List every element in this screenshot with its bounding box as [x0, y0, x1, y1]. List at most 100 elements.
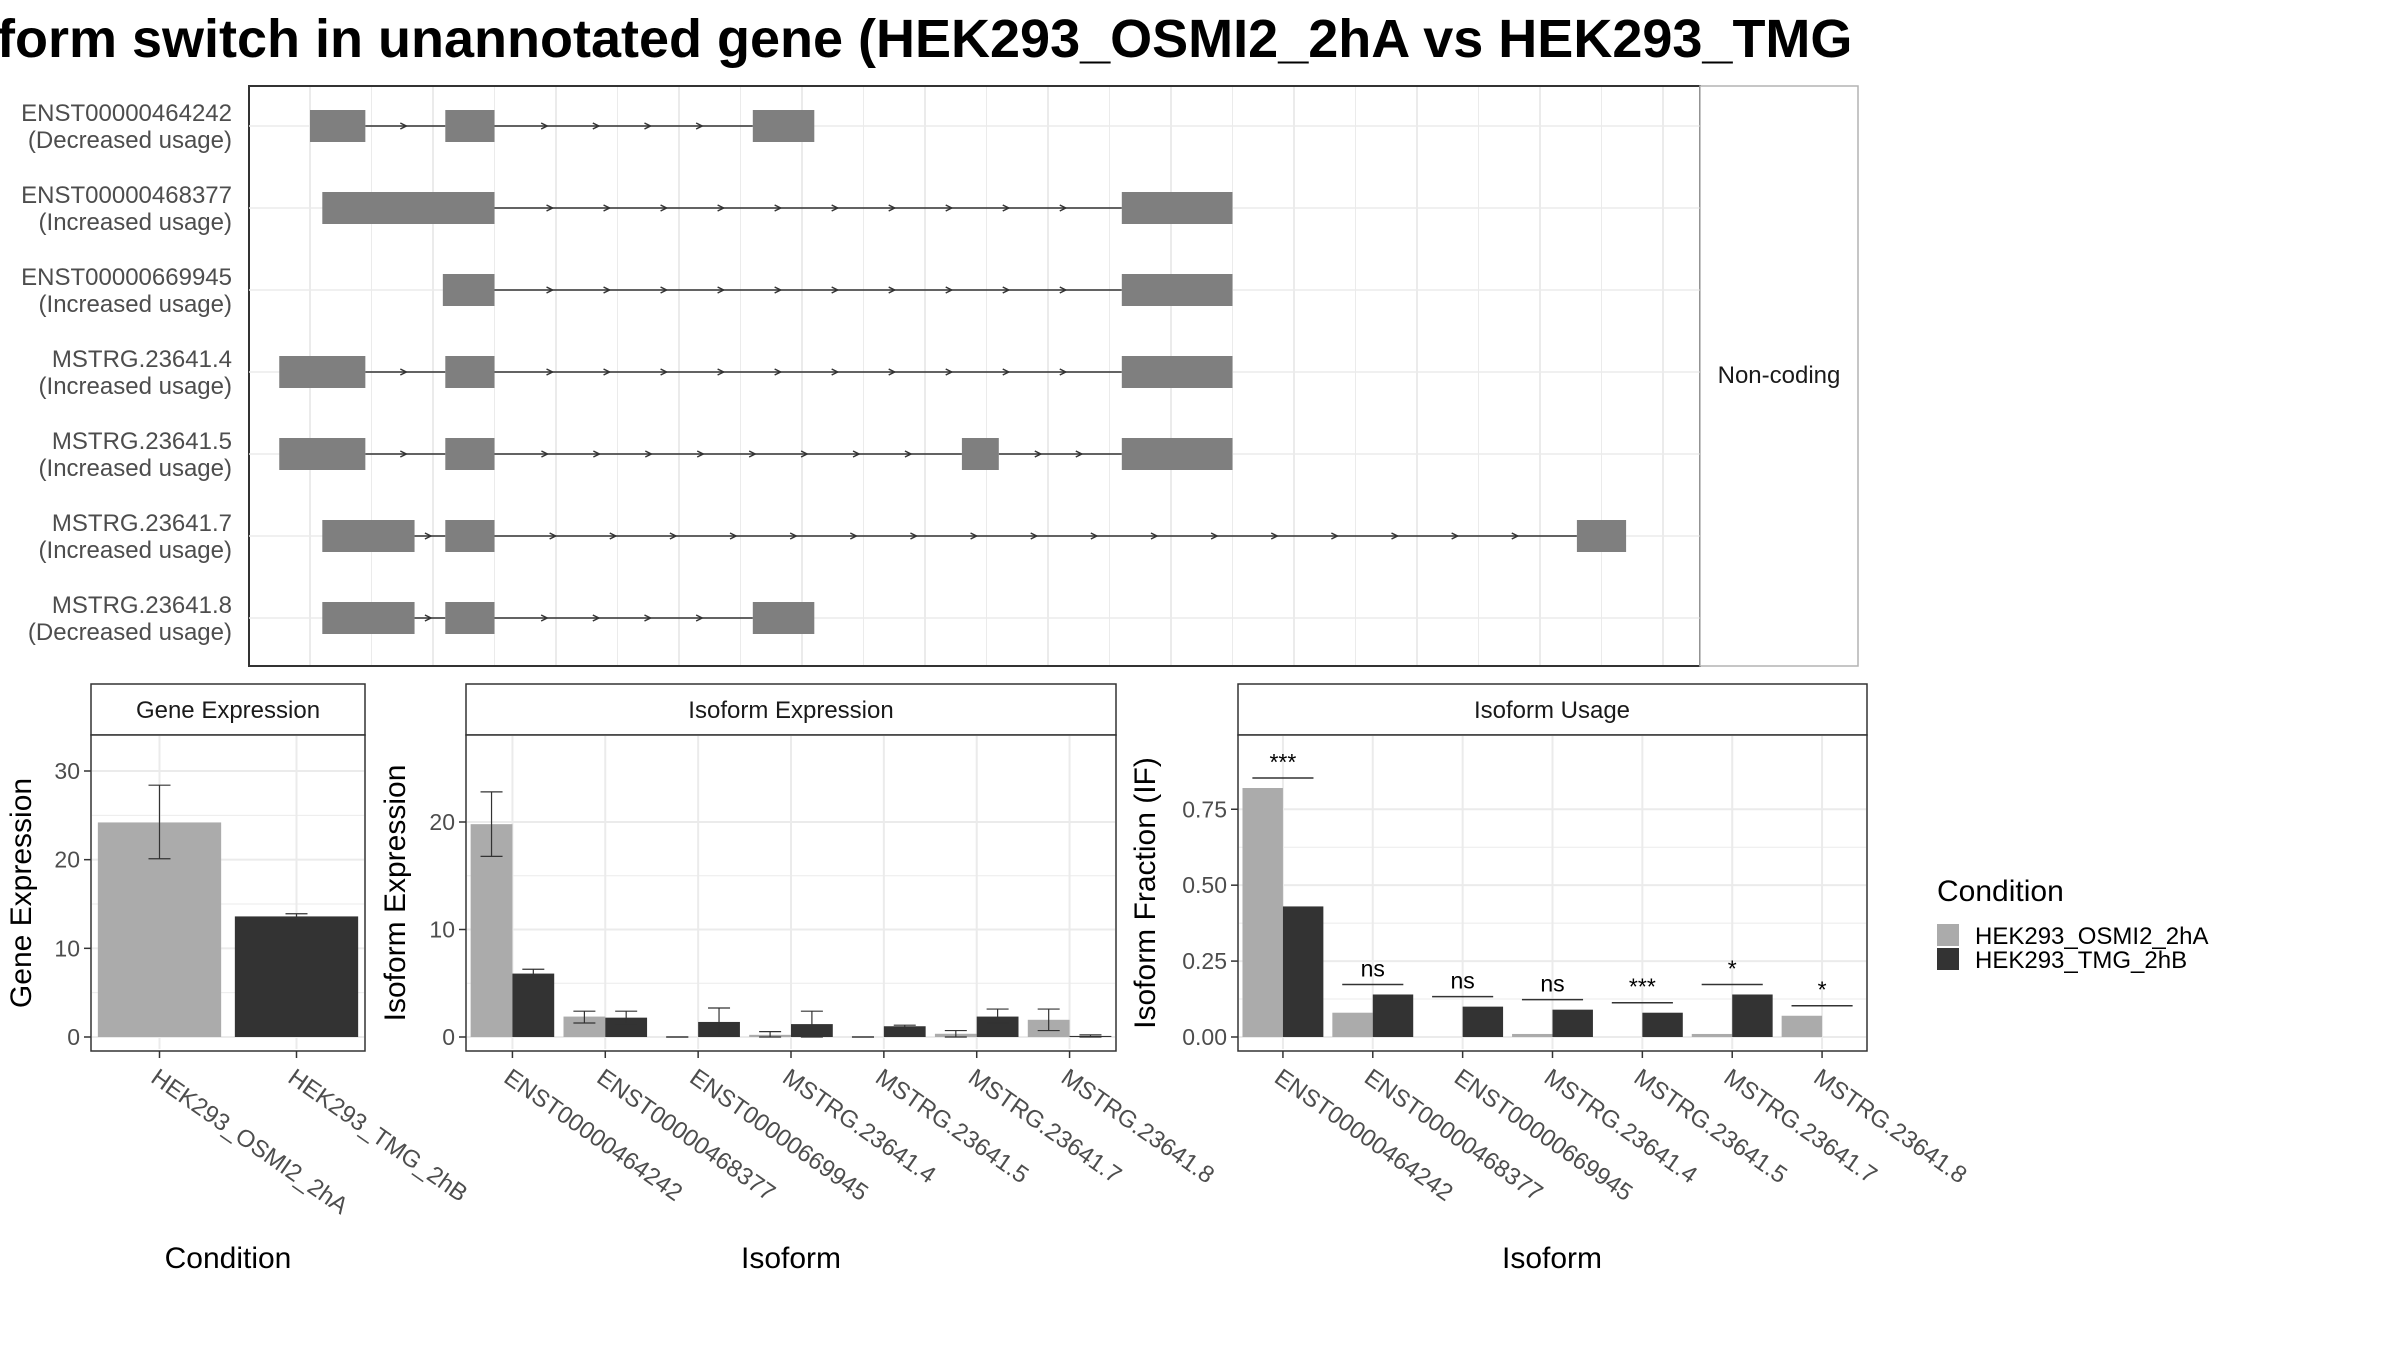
intron-arrow	[1075, 450, 1084, 458]
intron-arrow	[1270, 532, 1279, 540]
bar	[883, 1026, 926, 1037]
exon-block	[322, 192, 495, 224]
isoform-row-usage: (Decreased usage)	[28, 127, 232, 154]
intron-arrow	[1059, 204, 1068, 212]
intron-arrow	[399, 450, 409, 458]
gene-expression-strip-label: Gene Expression	[136, 697, 320, 724]
intron-arrow	[800, 450, 809, 458]
exon-block	[279, 356, 366, 388]
intron-arrow	[945, 286, 954, 294]
intron-arrow	[660, 368, 669, 376]
x-tick-label: MSTRG.23641.8	[1056, 1064, 1219, 1189]
y-tick-label: 30	[54, 758, 80, 784]
isoform-row-usage: (Increased usage)	[39, 537, 232, 564]
exon-block	[279, 438, 366, 470]
significance-label: ns	[1450, 968, 1474, 994]
intron-arrow	[1002, 368, 1011, 376]
intron-arrow	[774, 286, 783, 294]
isoform-row-name: MSTRG.23641.7	[52, 510, 232, 537]
significance-label: ***	[1269, 749, 1296, 775]
intron-arrow	[831, 204, 840, 212]
y-tick-label: 0	[67, 1024, 80, 1050]
bar	[1691, 1033, 1733, 1037]
isoform-row-usage: (Decreased usage)	[28, 619, 232, 646]
intron-arrow	[592, 614, 601, 622]
intron-arrow	[1451, 532, 1460, 540]
bar	[1642, 1012, 1683, 1037]
exon-block	[445, 356, 495, 388]
exon-block	[445, 602, 495, 634]
isoform-row-usage: (Increased usage)	[39, 209, 232, 236]
bar	[605, 1017, 648, 1037]
intron-arrow	[1391, 532, 1400, 540]
x-tick-label: MSTRG.23641.5	[1629, 1064, 1792, 1189]
y-tick-label: 0.25	[1182, 948, 1227, 974]
isoform-row-name: MSTRG.23641.5	[52, 428, 232, 455]
facet-strip	[1699, 85, 1859, 667]
intron-arrow	[696, 450, 705, 458]
intron-arrow	[888, 204, 897, 212]
x-tick-label: MSTRG.23641.7	[1719, 1064, 1882, 1189]
exon-block	[1121, 356, 1233, 388]
x-tick-label: MSTRG.23641.4	[1539, 1064, 1702, 1189]
intron-arrow	[831, 368, 840, 376]
isoform-expression-x-title: Isoform	[741, 1242, 841, 1275]
bar	[1242, 788, 1283, 1037]
intron-arrow	[644, 122, 653, 130]
exon-block	[752, 110, 815, 142]
y-tick-label: 0.75	[1182, 796, 1227, 822]
x-tick-label: MSTRG.23641.8	[1809, 1064, 1972, 1189]
facet-label: Non-coding	[1718, 362, 1841, 389]
bar	[1552, 1009, 1593, 1037]
bar	[512, 973, 555, 1037]
legend-swatch-condition-a	[1937, 924, 1959, 946]
isoform-expression-y-title: Isoform Expression	[379, 765, 412, 1022]
gene-expression-y-title: Gene Expression	[5, 778, 38, 1008]
main-title-text: oform switch in unannotated gene (HEK293…	[0, 9, 1853, 69]
exon-block	[1121, 274, 1233, 306]
isoform-expression-strip	[465, 683, 1117, 736]
isoform-row-usage: (Increased usage)	[39, 291, 232, 318]
y-tick-label: 0	[442, 1024, 455, 1050]
significance-label: *	[1728, 955, 1737, 981]
intron-arrow	[717, 368, 726, 376]
isoform-row-usage: (Increased usage)	[39, 373, 232, 400]
intron-arrow	[888, 286, 897, 294]
exon-block	[442, 274, 495, 306]
legend-label-condition-b: HEK293_TMG_2hB	[1975, 947, 2187, 974]
x-tick-label: MSTRG.23641.7	[963, 1064, 1126, 1189]
exon-block	[961, 438, 999, 470]
intron-arrow	[1030, 532, 1039, 540]
significance-label: *	[1818, 977, 1827, 1003]
intron-arrow	[546, 286, 555, 294]
intron-arrow	[399, 122, 409, 130]
intron-arrow	[546, 204, 555, 212]
intron-arrow	[904, 450, 913, 458]
legend-title: Condition	[1937, 875, 2064, 908]
intron-arrow	[1090, 532, 1099, 540]
isoform-usage-strip-label: Isoform Usage	[1474, 697, 1630, 724]
intron-arrow	[789, 532, 798, 540]
y-tick-label: 10	[429, 917, 455, 943]
intron-arrow	[852, 450, 861, 458]
intron-arrow	[888, 368, 897, 376]
y-tick-label: 0.00	[1182, 1024, 1227, 1050]
exon-block	[445, 520, 495, 552]
exon-block	[322, 602, 415, 634]
bar	[1372, 994, 1414, 1037]
bar	[1781, 1015, 1823, 1037]
legend-swatch-condition-b	[1937, 948, 1959, 970]
isoform-row-name: ENST00000464242	[21, 100, 232, 127]
bar	[1732, 994, 1773, 1037]
isoform-row-name: MSTRG.23641.8	[52, 592, 232, 619]
intron-arrow	[945, 204, 954, 212]
intron-arrow	[644, 450, 653, 458]
bar	[234, 916, 359, 1037]
intron-arrow	[603, 286, 612, 294]
y-tick-label: 0.50	[1182, 872, 1227, 898]
y-tick-label: 20	[54, 847, 80, 873]
intron-arrow	[849, 532, 858, 540]
intron-arrow	[1511, 532, 1520, 540]
gene-expression-strip	[90, 683, 366, 736]
